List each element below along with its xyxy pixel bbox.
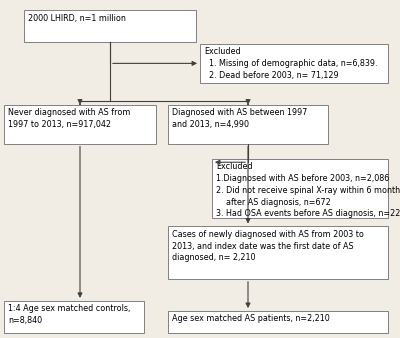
Text: Age sex matched AS patients, n=2,210: Age sex matched AS patients, n=2,210 (172, 314, 330, 323)
FancyBboxPatch shape (212, 159, 388, 218)
Text: Diagnosed with AS between 1997
and 2013, n=4,990: Diagnosed with AS between 1997 and 2013,… (172, 108, 307, 129)
Text: Excluded
1.Diagnosed with AS before 2003, n=2,086
2. Did not receive spinal X-ra: Excluded 1.Diagnosed with AS before 2003… (216, 162, 400, 218)
Text: Excluded
  1. Missing of demographic data, n=6,839.
  2. Dead before 2003, n= 71: Excluded 1. Missing of demographic data,… (204, 47, 378, 80)
Text: Never diagnosed with AS from
1997 to 2013, n=917,042: Never diagnosed with AS from 1997 to 201… (8, 108, 130, 129)
FancyBboxPatch shape (168, 105, 328, 144)
FancyBboxPatch shape (168, 226, 388, 279)
FancyBboxPatch shape (4, 301, 144, 333)
Text: 1:4 Age sex matched controls,
n=8,840: 1:4 Age sex matched controls, n=8,840 (8, 304, 130, 325)
Text: 2000 LHIRD, n=1 million: 2000 LHIRD, n=1 million (28, 14, 126, 23)
FancyBboxPatch shape (168, 311, 388, 333)
FancyBboxPatch shape (4, 105, 156, 144)
FancyBboxPatch shape (24, 10, 196, 42)
Text: Cases of newly diagnosed with AS from 2003 to
2013, and index date was the first: Cases of newly diagnosed with AS from 20… (172, 230, 364, 262)
FancyBboxPatch shape (200, 44, 388, 83)
